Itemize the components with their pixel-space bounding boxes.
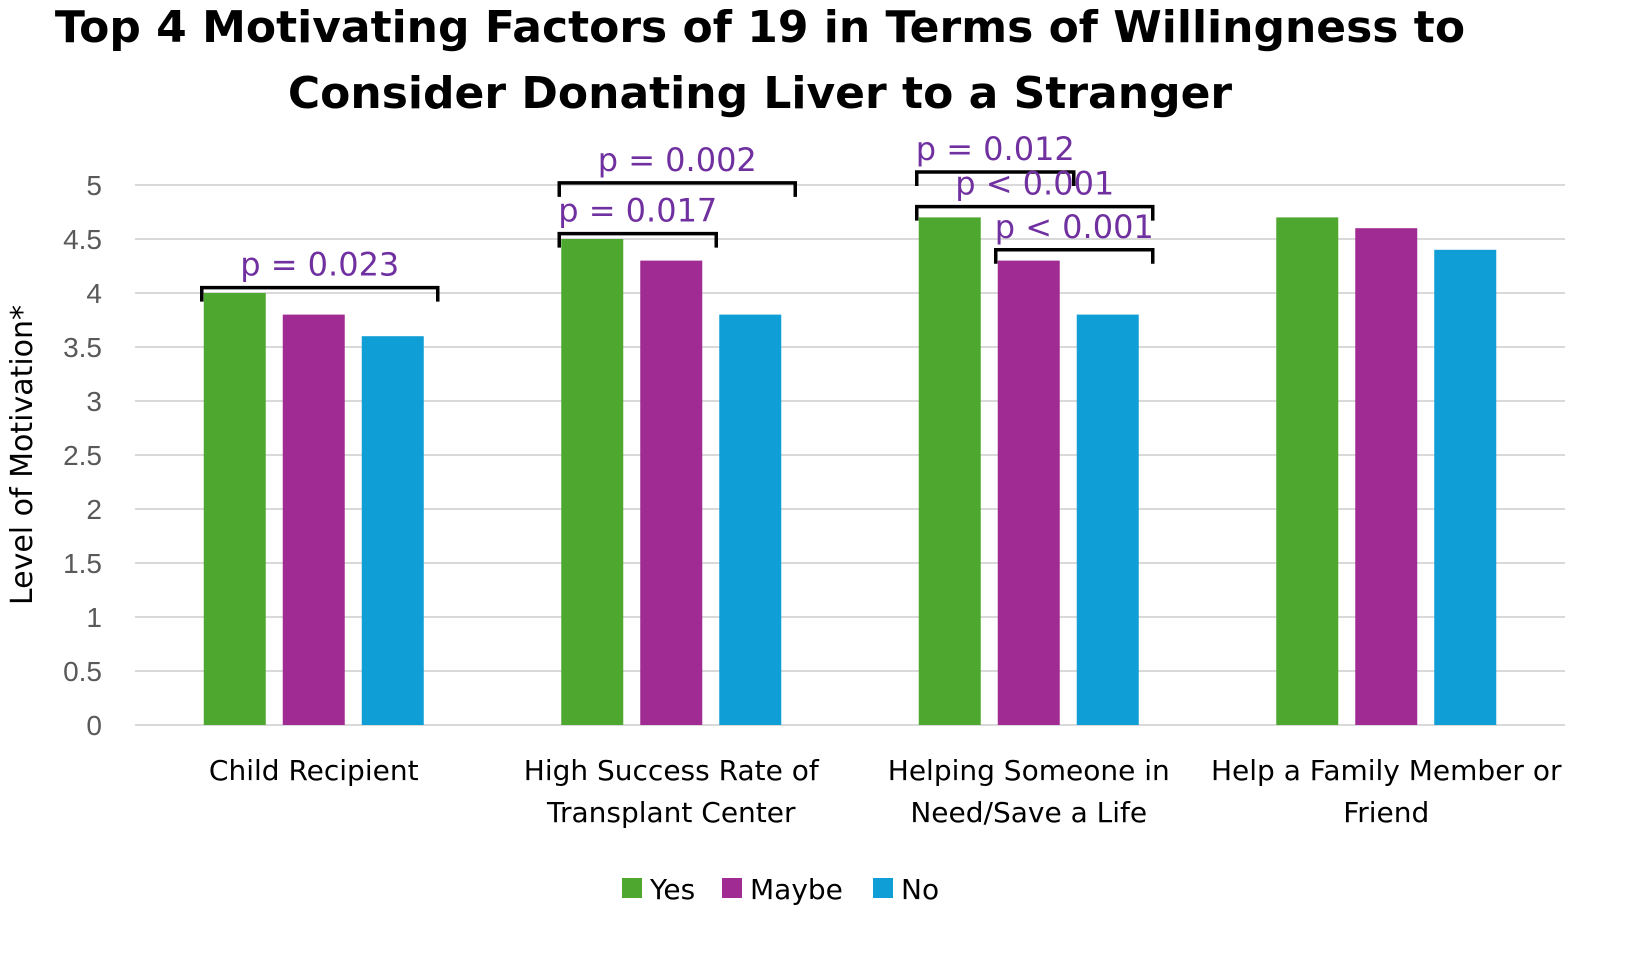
- bar-no-2: [1076, 314, 1139, 725]
- bar-yes-0: [203, 293, 266, 725]
- p-value-label: p = 0.002: [598, 141, 757, 179]
- p-value-label: p < 0.001: [995, 208, 1154, 246]
- bar-maybe-0: [282, 314, 345, 725]
- significance-bracket: [915, 204, 1155, 221]
- x-tick-label: Help a Family Member or: [1211, 754, 1562, 787]
- legend-label-yes: Yes: [649, 873, 695, 906]
- x-tick-label: Helping Someone in: [888, 754, 1170, 787]
- bar-no-0: [361, 336, 424, 725]
- bar-maybe-3: [1355, 228, 1418, 725]
- y-tick-label: 3.5: [63, 332, 102, 363]
- significance-bracket: [557, 181, 797, 197]
- y-tick-label: 2: [86, 494, 102, 525]
- x-tick-label: High Success Rate of: [524, 754, 820, 787]
- y-tick-label: 5: [86, 170, 102, 201]
- y-axis-label: Level of Motivation*: [5, 305, 40, 605]
- y-tick-label: 2.5: [63, 440, 102, 471]
- y-tick-label: 4.5: [63, 224, 102, 255]
- chart-title-line: Consider Donating Liver to a Stranger: [288, 68, 1233, 119]
- bar-no-1: [719, 314, 782, 725]
- y-tick-label: 0.5: [63, 656, 102, 687]
- significance-bracket: [200, 285, 440, 302]
- y-tick-label: 0: [86, 710, 102, 741]
- y-tick-label: 1.5: [63, 548, 102, 579]
- y-tick-label: 1: [86, 602, 102, 633]
- significance-bracket: [994, 248, 1155, 264]
- p-value-label: p = 0.023: [240, 246, 399, 284]
- significance-bracket: [557, 231, 718, 248]
- p-value-label: p < 0.001: [955, 165, 1114, 203]
- p-value-label: p = 0.012: [916, 130, 1075, 168]
- x-tick-label: Friend: [1343, 796, 1429, 829]
- legend-swatch-maybe: [722, 878, 742, 898]
- legend-swatch-no: [873, 878, 893, 898]
- bar-yes-1: [561, 239, 624, 725]
- legend-swatch-yes: [622, 878, 642, 898]
- bar-maybe-2: [997, 260, 1060, 725]
- bar-maybe-1: [640, 260, 703, 725]
- p-value-label: p = 0.017: [558, 192, 717, 230]
- legend-label-no: No: [901, 873, 939, 906]
- x-tick-label: Need/Save a Life: [910, 796, 1147, 829]
- chart-title-line: Top 4 Motivating Factors of 19 in Terms …: [55, 2, 1465, 53]
- bar-yes-3: [1276, 217, 1339, 725]
- y-tick-label: 3: [86, 386, 102, 417]
- legend-label-maybe: Maybe: [750, 873, 843, 906]
- x-tick-label: Child Recipient: [209, 754, 419, 787]
- x-tick-label: Transplant Center: [546, 796, 796, 829]
- significance-bracket: [915, 170, 1076, 187]
- bar-yes-2: [918, 217, 981, 725]
- bar-no-3: [1434, 249, 1497, 726]
- y-tick-label: 4: [86, 278, 102, 309]
